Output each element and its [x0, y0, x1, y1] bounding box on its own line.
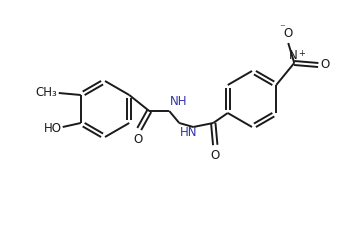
Text: NH: NH	[170, 95, 188, 108]
Text: ⁻: ⁻	[279, 23, 285, 33]
Text: O: O	[320, 59, 329, 72]
Text: N: N	[289, 49, 298, 62]
Text: CH₃: CH₃	[35, 86, 57, 99]
Text: +: +	[298, 49, 305, 58]
Text: HN: HN	[180, 126, 198, 139]
Text: O: O	[134, 133, 143, 146]
Text: O: O	[211, 149, 220, 162]
Text: O: O	[284, 27, 293, 40]
Text: HO: HO	[44, 121, 62, 135]
